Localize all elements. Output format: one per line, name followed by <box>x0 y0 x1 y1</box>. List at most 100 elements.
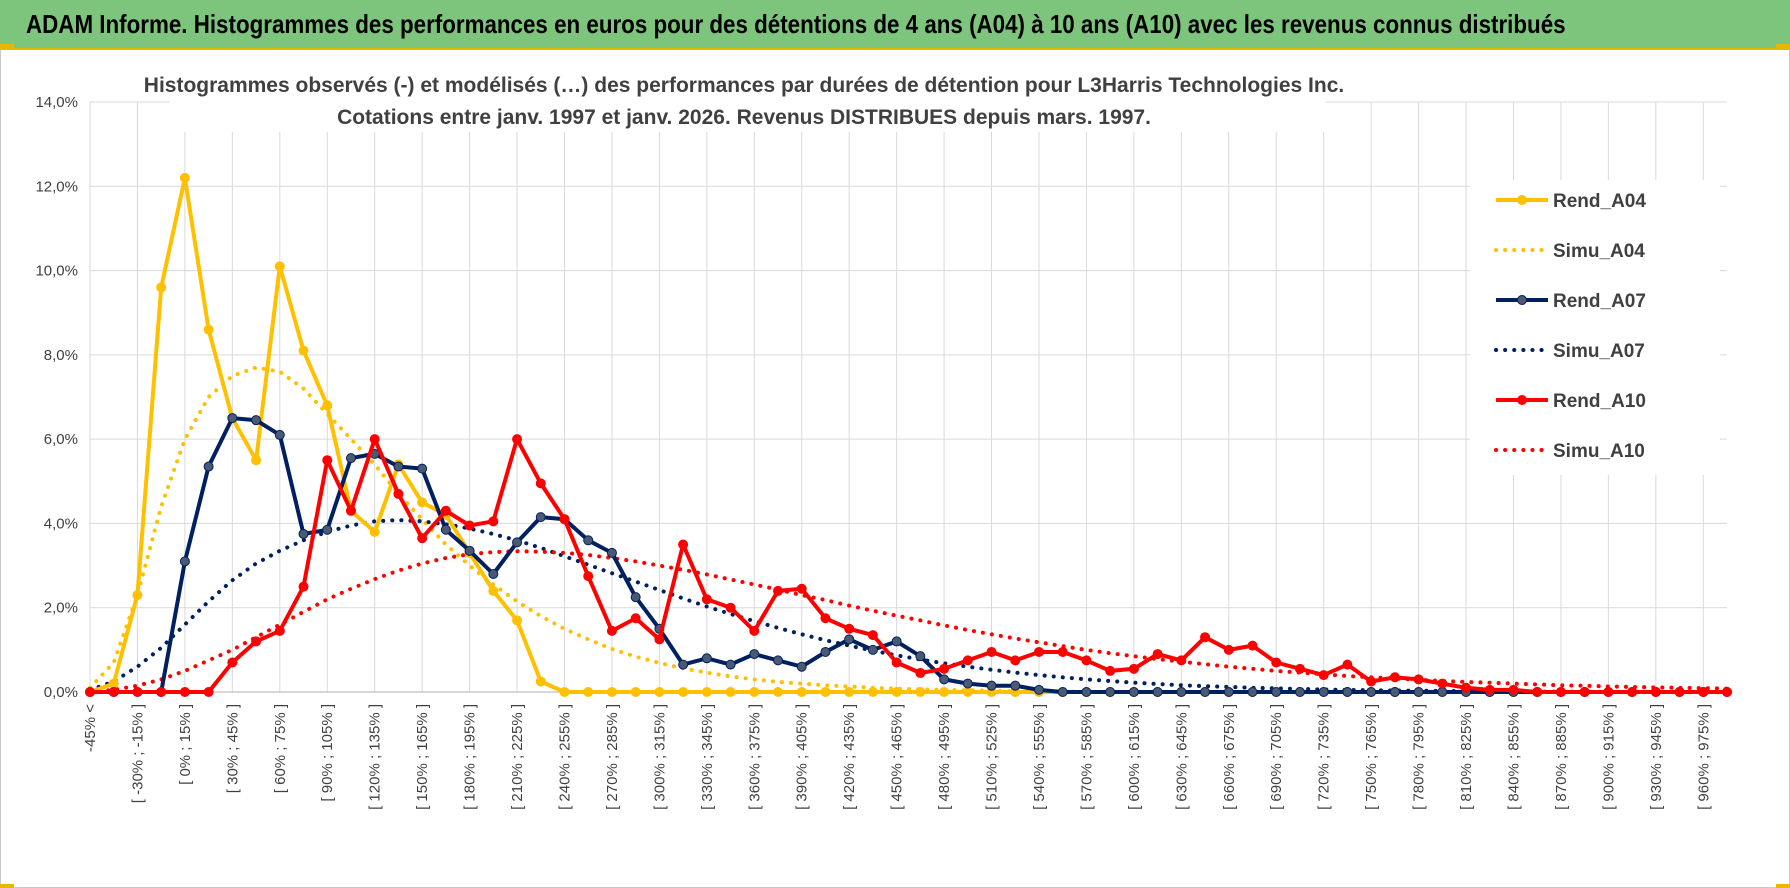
data-point-Rend_A07 <box>1176 687 1187 697</box>
x-tick-label: [ 720% ; 735% ] <box>1316 704 1333 810</box>
data-point-Rend_A10 <box>369 434 380 445</box>
x-tick-label: [ 330% ; 345% ] <box>699 704 716 810</box>
data-point-Rend_A04 <box>322 400 333 411</box>
data-point-Rend_A04 <box>179 172 190 183</box>
legend-label-Rend_A07: Rend_A07 <box>1553 291 1646 312</box>
data-point-Rend_A04 <box>891 687 902 697</box>
data-point-Rend_A10 <box>1413 674 1424 685</box>
data-point-Rend_A10 <box>678 539 689 550</box>
data-point-Rend_A10 <box>583 571 594 582</box>
x-tick-label: [ 660% ; 675% ] <box>1221 704 1238 810</box>
data-point-Rend_A07 <box>1437 687 1448 697</box>
series-line-Simu_A10 <box>88 549 1729 694</box>
x-tick-label: [ 240% ; 255% ] <box>556 704 573 810</box>
x-tick-label: [ -30% ; -15% ] <box>129 704 146 803</box>
data-point-Rend_A07 <box>1247 687 1258 697</box>
data-point-Rend_A04 <box>915 687 926 697</box>
data-point-Rend_A10 <box>1437 678 1448 689</box>
data-point-Rend_A07 <box>701 653 712 664</box>
data-point-Rend_A07 <box>1033 684 1044 695</box>
legend-label-Simu_A10: Simu_A10 <box>1553 441 1645 462</box>
data-point-Rend_A10 <box>203 687 214 697</box>
data-point-Rend_A07 <box>844 634 855 645</box>
corner-accent-top-left <box>0 44 14 48</box>
data-point-Rend_A10 <box>1081 655 1092 666</box>
x-tick-label: [ 510% ; 525% ] <box>984 704 1001 810</box>
data-point-Rend_A04 <box>749 687 760 697</box>
data-point-Rend_A10 <box>986 646 997 657</box>
data-point-Rend_A10 <box>1555 687 1566 697</box>
series-Simu_A10 <box>88 549 1729 694</box>
data-point-Rend_A10 <box>1294 663 1305 674</box>
data-point-Rend_A04 <box>512 615 523 626</box>
data-point-Rend_A07 <box>417 463 428 474</box>
legend-item-Rend_A10: Rend_A10 <box>1496 391 1646 412</box>
data-point-Rend_A04 <box>796 687 807 697</box>
data-point-Rend_A10 <box>1200 632 1211 643</box>
data-point-Rend_A04 <box>203 324 214 335</box>
x-tick-label: [ 870% ; 885% ] <box>1553 704 1570 810</box>
data-point-Rend_A07 <box>630 592 641 603</box>
data-point-Rend_A04 <box>369 526 380 537</box>
legend-label-Rend_A10: Rend_A10 <box>1553 391 1646 412</box>
data-point-Rend_A07 <box>1413 687 1424 697</box>
data-point-Rend_A10 <box>1508 684 1519 695</box>
data-point-Rend_A10 <box>796 583 807 594</box>
data-point-Rend_A10 <box>464 520 475 531</box>
data-point-Rend_A04 <box>962 687 973 697</box>
data-point-Rend_A07 <box>1057 687 1068 697</box>
data-point-Rend_A10 <box>1674 687 1685 697</box>
data-point-Rend_A04 <box>630 687 641 697</box>
data-point-Rend_A04 <box>132 590 143 601</box>
x-tick-label: [ 300% ; 315% ] <box>651 704 668 810</box>
x-tick-label: [ 840% ; 855% ] <box>1505 704 1522 810</box>
data-point-Rend_A10 <box>1627 687 1638 697</box>
axis-layer: 0,0% 2,0% 4,0% 6,0% 8,0% 10,0% 12,0% 14,0% -45% … <box>35 94 1727 810</box>
data-point-Rend_A07 <box>322 524 333 535</box>
data-point-Rend_A07 <box>512 537 523 548</box>
data-point-Rend_A07 <box>1081 687 1092 697</box>
data-point-Rend_A10 <box>1152 649 1163 660</box>
data-point-Rend_A10 <box>1128 663 1139 674</box>
data-point-Rend_A04 <box>939 687 950 697</box>
data-point-Rend_A04 <box>251 455 262 466</box>
data-point-Rend_A10 <box>440 505 451 516</box>
data-point-Rend_A10 <box>1366 676 1377 687</box>
data-point-Rend_A10 <box>417 533 428 544</box>
x-tick-label: -45% < <box>82 704 99 752</box>
data-point-Rend_A10 <box>322 455 333 466</box>
x-tick-label: [ 750% ; 765% ] <box>1363 704 1380 810</box>
legend-marker-Rend_A04 <box>1517 195 1527 205</box>
y-tick-label: 8,0% <box>44 347 78 364</box>
data-point-Rend_A04 <box>701 687 712 697</box>
data-point-Rend_A07 <box>939 674 950 685</box>
data-point-Rend_A04 <box>725 687 736 697</box>
legend-item-Rend_A04: Rend_A04 <box>1496 191 1646 212</box>
x-tick-label: [ 90% ; 105% ] <box>319 704 336 802</box>
data-point-Rend_A10 <box>274 625 285 636</box>
data-point-Rend_A07 <box>1223 687 1234 697</box>
y-tick-label: 4,0% <box>44 515 78 532</box>
report-title: ADAM Informe. Histogrammes des performan… <box>26 9 1566 39</box>
y-tick-label: 10,0% <box>35 263 78 280</box>
chart-title: Histogrammes observés (-) et modélisés (… <box>144 66 1344 132</box>
data-point-Rend_A10 <box>179 687 190 697</box>
data-point-Rend_A10 <box>867 630 878 641</box>
data-point-Rend_A10 <box>844 623 855 634</box>
x-tick-label: [ 570% ; 585% ] <box>1078 704 1095 810</box>
data-point-Rend_A07 <box>227 413 238 424</box>
legend-item-Simu_A04: Simu_A04 <box>1494 241 1645 262</box>
data-point-Rend_A07 <box>1294 687 1305 697</box>
data-point-Rend_A04 <box>488 585 499 596</box>
data-point-Rend_A07 <box>986 680 997 691</box>
data-point-Rend_A07 <box>725 659 736 670</box>
series-line-Rend_A07 <box>90 416 1727 694</box>
x-tick-label: [ 60% ; 75% ] <box>272 704 289 793</box>
data-point-Rend_A07 <box>298 528 309 539</box>
x-tick-label: [ 0% ; 15% ] <box>177 704 194 785</box>
data-point-Rend_A10 <box>345 505 356 516</box>
data-point-Rend_A04 <box>867 687 878 697</box>
data-point-Rend_A07 <box>251 415 262 426</box>
data-point-Rend_A10 <box>1603 687 1614 697</box>
